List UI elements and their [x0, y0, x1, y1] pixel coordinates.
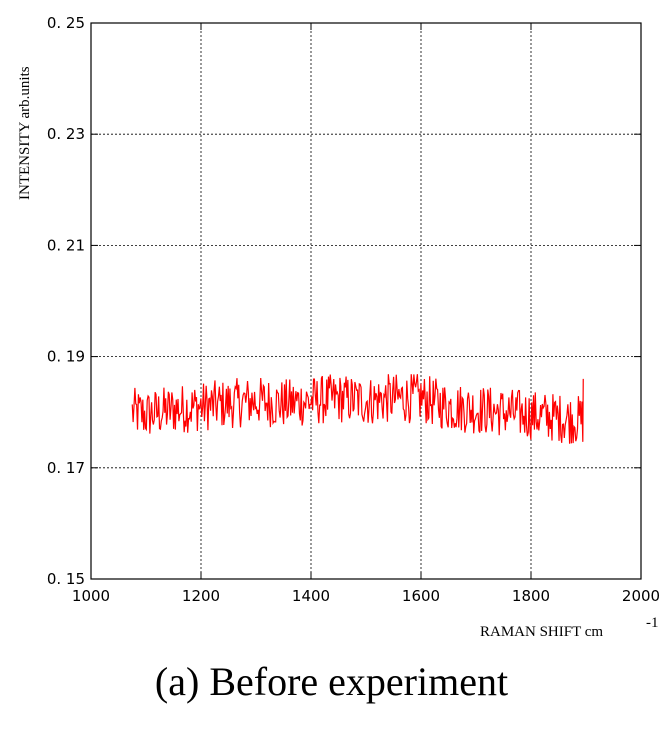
- plot-frame: [90, 22, 642, 580]
- x-tick-label: 1000: [72, 587, 110, 605]
- series-line: [131, 374, 584, 444]
- x-tick-label: 1400: [292, 587, 330, 605]
- grid-lines: [91, 23, 641, 579]
- figure-caption: (a) Before experiment: [154, 659, 509, 704]
- y-axis-label: INTENSITY arb.units: [17, 66, 33, 200]
- series-layer: [131, 374, 584, 444]
- x-axis-label-superscript: -1: [646, 615, 659, 631]
- y-tick-label: 0. 19: [47, 348, 85, 366]
- y-tick-label: 0. 23: [47, 125, 85, 143]
- y-tick-label: 0. 15: [47, 570, 85, 588]
- y-tick-label: 0. 25: [47, 14, 85, 32]
- y-tick-label: 0. 21: [47, 236, 85, 254]
- x-axis-label: RAMAN SHIFT cm: [480, 624, 603, 640]
- y-tick-label: 0. 17: [47, 459, 85, 477]
- axis-ticks: 1000 1200 1400 1600 1800 2000 0. 15 0. 17 0. 19 0…: [47, 14, 660, 605]
- x-tick-label: 2000: [622, 587, 660, 605]
- raman-chart: 1000 1200 1400 1600 1800 2000 0. 15 0. 17 0. 19 0…: [17, 14, 660, 640]
- x-tick-label: 1200: [182, 587, 220, 605]
- x-tick-label: 1600: [402, 587, 440, 605]
- x-tick-label: 1800: [512, 587, 550, 605]
